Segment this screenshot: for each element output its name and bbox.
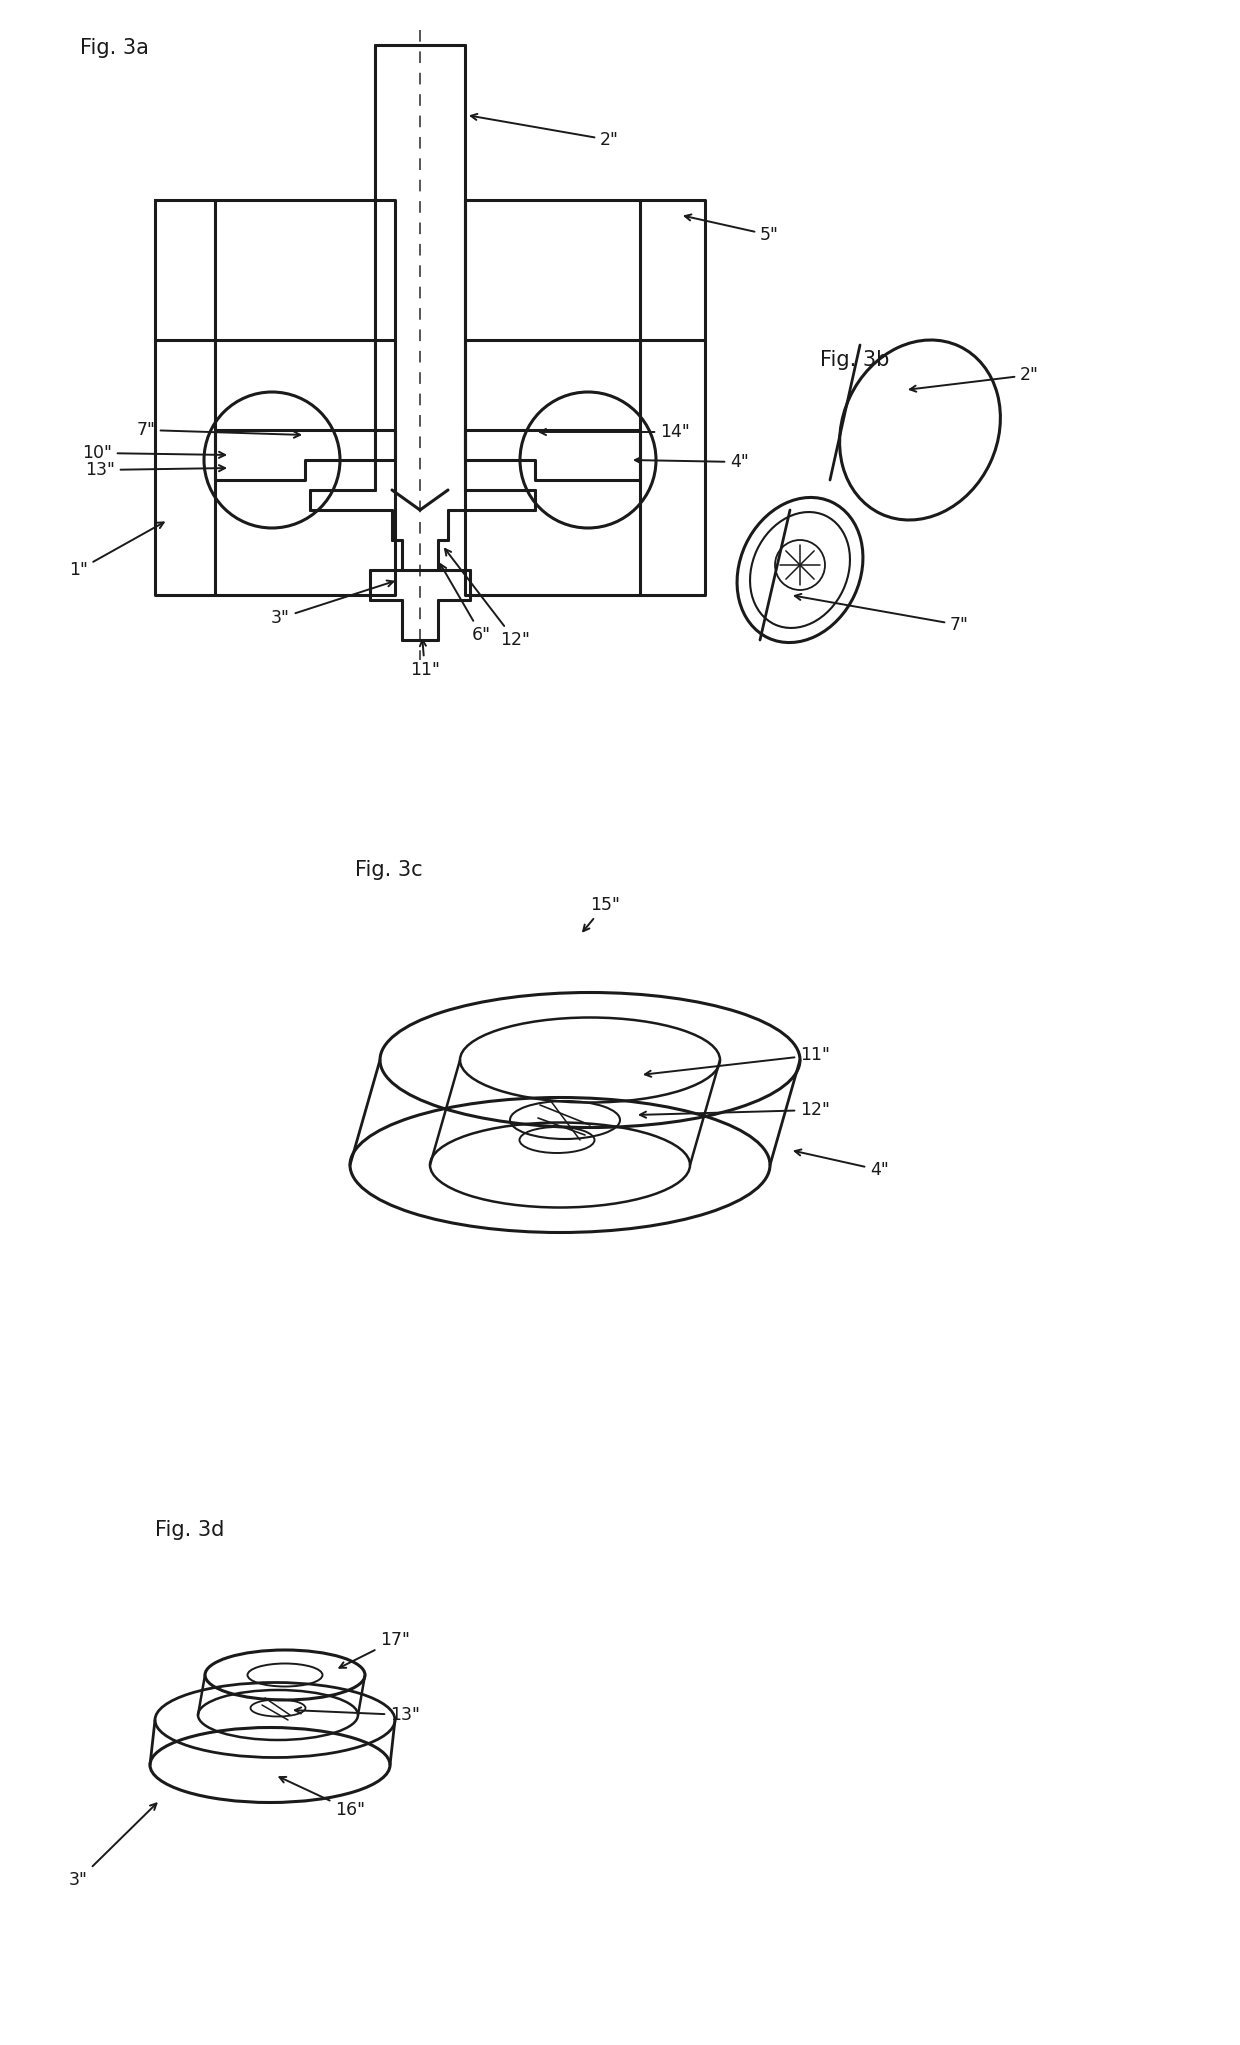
- Text: 2": 2": [910, 366, 1039, 393]
- Text: 4": 4": [635, 454, 749, 470]
- Text: 16": 16": [279, 1777, 365, 1818]
- Text: Fig. 3d: Fig. 3d: [155, 1519, 224, 1540]
- Text: 11": 11": [645, 1045, 830, 1078]
- Text: 4": 4": [795, 1149, 889, 1180]
- Text: 5": 5": [684, 215, 779, 243]
- Text: 1": 1": [69, 521, 164, 579]
- Text: Fig. 3c: Fig. 3c: [355, 861, 423, 879]
- Text: 11": 11": [410, 640, 440, 679]
- Text: 6": 6": [440, 564, 491, 644]
- Text: 13": 13": [295, 1706, 420, 1724]
- Text: 7": 7": [136, 421, 300, 440]
- Text: Fig. 3a: Fig. 3a: [81, 39, 149, 57]
- Text: Fig. 3b: Fig. 3b: [820, 350, 889, 370]
- Text: 10": 10": [82, 444, 224, 462]
- Text: 12": 12": [445, 548, 529, 648]
- Text: 13": 13": [86, 460, 224, 479]
- Text: 2": 2": [471, 115, 619, 149]
- Text: 3": 3": [272, 581, 393, 628]
- Text: 17": 17": [340, 1632, 410, 1669]
- Text: 12": 12": [640, 1100, 830, 1119]
- Text: 7": 7": [795, 593, 968, 634]
- Text: 3": 3": [69, 1804, 156, 1890]
- Text: 15": 15": [583, 896, 620, 930]
- Text: 14": 14": [539, 423, 689, 442]
